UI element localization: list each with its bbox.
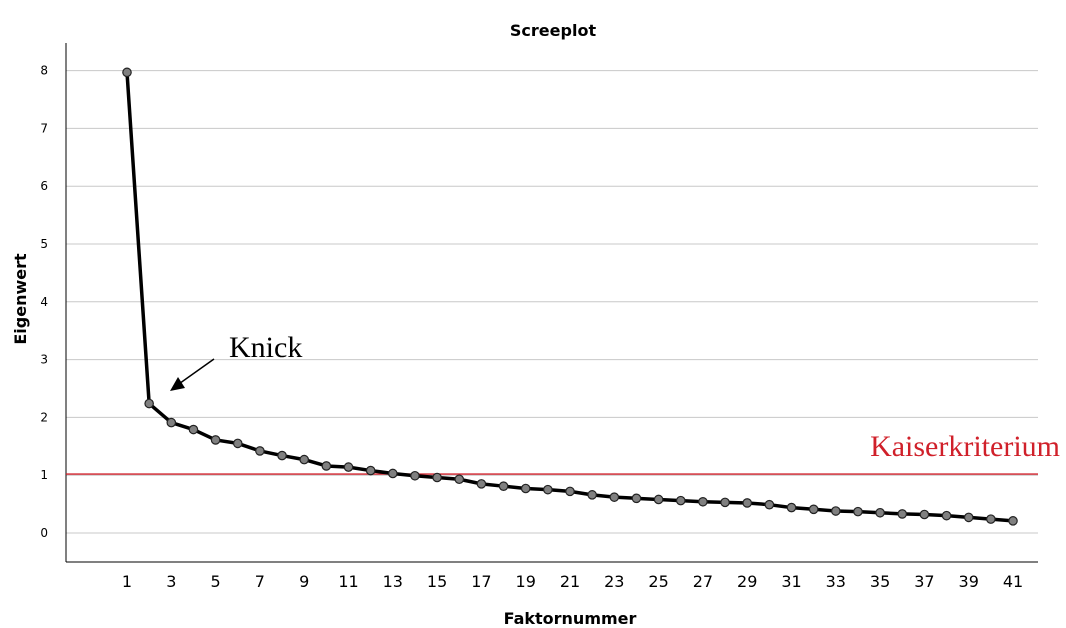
x-tick-label: 1 [122, 572, 132, 591]
x-tick-label: 13 [383, 572, 403, 591]
data-point [166, 417, 177, 428]
data-point [410, 470, 420, 481]
data-point [565, 486, 575, 497]
data-point [498, 481, 509, 491]
data-point [432, 472, 442, 483]
y-ticks: 0 1 2 3 4 5 6 7 8 [40, 64, 48, 540]
y-tick-label: 2 [40, 410, 48, 424]
x-tick-label: 3 [166, 572, 176, 591]
data-point [543, 484, 553, 495]
data-point [764, 499, 775, 510]
x-tick-label: 5 [211, 572, 221, 591]
x-tick-label: 9 [299, 572, 309, 591]
y-tick-label: 8 [40, 64, 48, 78]
x-tick-label: 29 [737, 572, 757, 591]
x-tick-label: 41 [1003, 572, 1023, 591]
data-point [631, 493, 642, 504]
x-tick-label: 15 [427, 572, 447, 591]
y-tick-label: 3 [40, 353, 48, 367]
data-point [986, 514, 996, 524]
data-point [653, 494, 664, 505]
data-point [897, 509, 908, 519]
data-point [277, 450, 287, 461]
data-point [387, 468, 398, 479]
x-tick-label: 31 [781, 572, 801, 591]
x-tick-label: 37 [914, 572, 934, 591]
data-point [232, 438, 243, 449]
data-point [122, 67, 132, 78]
data-point [875, 507, 885, 518]
data-point [609, 492, 620, 502]
data-point [1008, 516, 1018, 526]
data-point [720, 497, 730, 508]
data-point [675, 495, 686, 506]
x-tick-label: 25 [648, 572, 668, 591]
data-point [454, 474, 465, 485]
data-point [742, 498, 752, 508]
x-tick-label: 17 [471, 572, 491, 591]
data-point [808, 504, 819, 515]
data-point [963, 512, 974, 523]
x-tick-label: 33 [826, 572, 846, 591]
y-tick-label: 7 [40, 121, 48, 135]
data-point [698, 496, 708, 507]
x-axis-label: Faktornummer [504, 609, 637, 628]
data-point [255, 446, 265, 456]
x-tick-label: 19 [516, 572, 536, 591]
y-tick-label: 1 [40, 468, 48, 482]
x-tick-label: 7 [255, 572, 265, 591]
data-point [786, 502, 797, 513]
data-point [299, 454, 309, 465]
data-point [210, 435, 221, 445]
data-point [830, 506, 841, 516]
data-point [587, 490, 597, 500]
data-point [343, 462, 354, 472]
knick-arrow-line [175, 358, 215, 387]
annotations: Kaiserkriterium Knick [170, 331, 1060, 463]
y-tick-label: 4 [40, 295, 48, 309]
data-point [144, 398, 154, 409]
grid-lines [66, 70, 1038, 534]
knick-arrow-head [170, 377, 185, 391]
axes [65, 43, 1038, 563]
x-tick-label: 27 [693, 572, 713, 591]
knick-label: Knick [229, 331, 302, 364]
data-point [188, 424, 199, 435]
data-point [365, 465, 376, 476]
y-tick-label: 6 [40, 179, 48, 193]
kaiser-label: Kaiserkriterium [870, 430, 1060, 463]
x-ticks: 1 3 5 7 9 11 13 15 17 19 21 23 25 27 29 31 33 35 37 39 41 [122, 572, 1023, 591]
data-point [476, 479, 487, 489]
eigenvalue-series [122, 67, 1018, 526]
x-tick-label: 23 [604, 572, 624, 591]
x-tick-label: 39 [959, 572, 979, 591]
chart-title: Screeplot [510, 21, 597, 40]
y-tick-label: 5 [40, 237, 48, 251]
data-point [321, 461, 332, 471]
y-tick-label: 0 [40, 526, 48, 540]
data-point [853, 506, 863, 517]
data-point [520, 483, 531, 494]
data-point [919, 509, 930, 520]
x-tick-label: 35 [870, 572, 890, 591]
data-point [941, 510, 952, 521]
y-axis-label: Eigenwert [11, 253, 30, 345]
x-tick-label: 21 [560, 572, 580, 591]
x-tick-label: 11 [338, 572, 358, 591]
